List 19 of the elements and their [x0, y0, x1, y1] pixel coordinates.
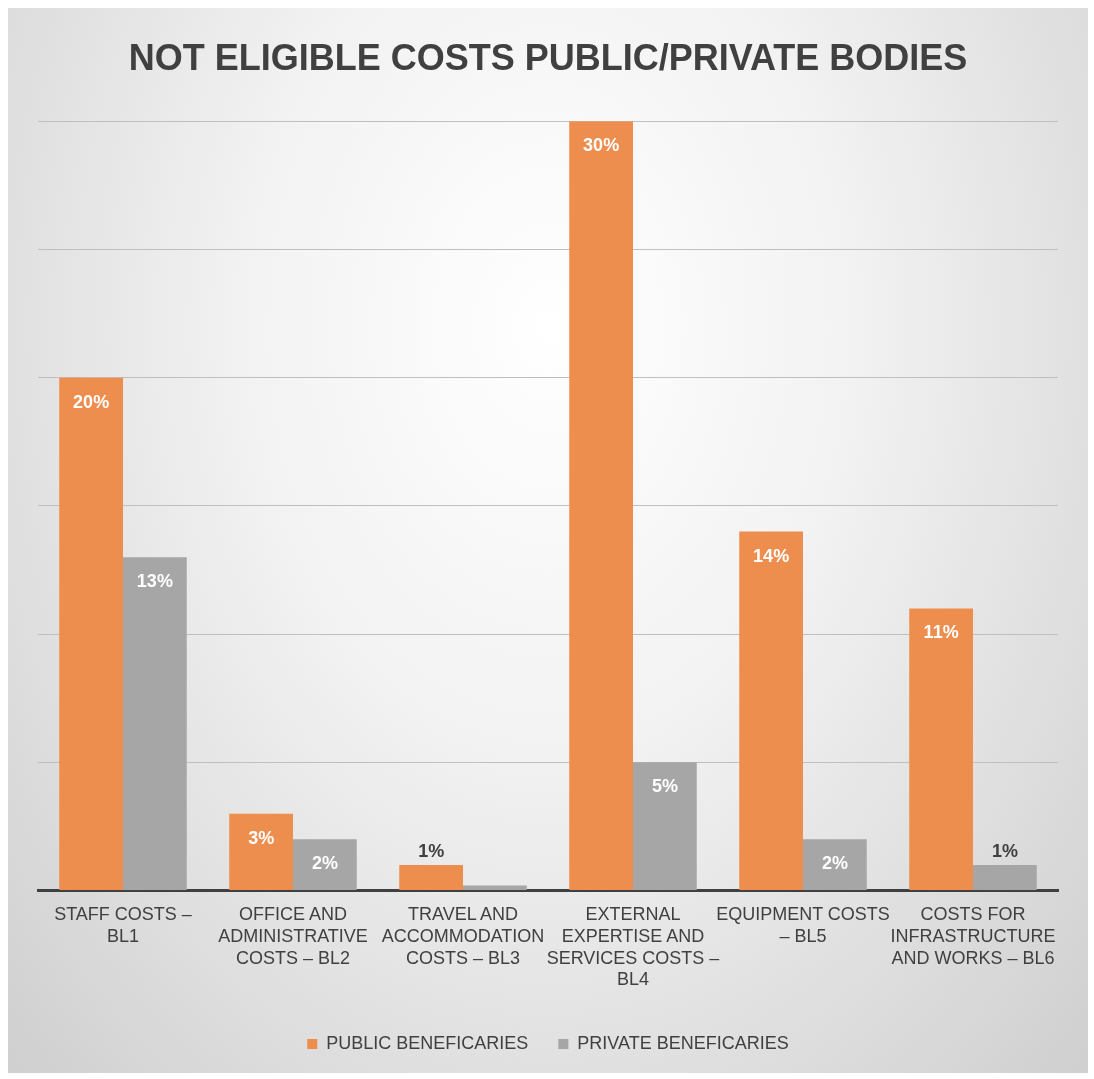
data-label: 3%	[248, 827, 275, 848]
data-label: 13%	[136, 571, 173, 592]
x-tick-label: STAFF COSTS – BL1	[54, 904, 192, 946]
x-tick-label: COSTS FOR INFRASTRUCTURE AND WORKS – BL6	[890, 904, 1056, 968]
data-label: 30%	[583, 135, 620, 156]
legend-label: PRIVATE BENEFICARIES	[577, 1032, 789, 1053]
x-tick-label: OFFICE AND ADMINISTRATIVE COSTS – BL2	[218, 904, 368, 968]
data-label: 20%	[73, 391, 110, 412]
legend-label: PUBLIC BENEFICARIES	[326, 1032, 529, 1053]
x-tick-label: EQUIPMENT COSTS – BL5	[716, 904, 890, 946]
data-label: 14%	[753, 545, 790, 566]
data-label: 1%	[991, 840, 1018, 861]
data-label: 1%	[418, 840, 445, 861]
x-tick-label: TRAVEL AND ACCOMMODATION COSTS – BL3	[381, 904, 545, 968]
data-label: 5%	[651, 776, 678, 797]
data-label: 2%	[311, 853, 338, 874]
chart-title: NOT ELIGIBLE COSTS PUBLIC/PRIVATE BODIES	[128, 36, 968, 78]
data-label: 2%	[821, 853, 848, 874]
data-label: 11%	[923, 622, 959, 643]
